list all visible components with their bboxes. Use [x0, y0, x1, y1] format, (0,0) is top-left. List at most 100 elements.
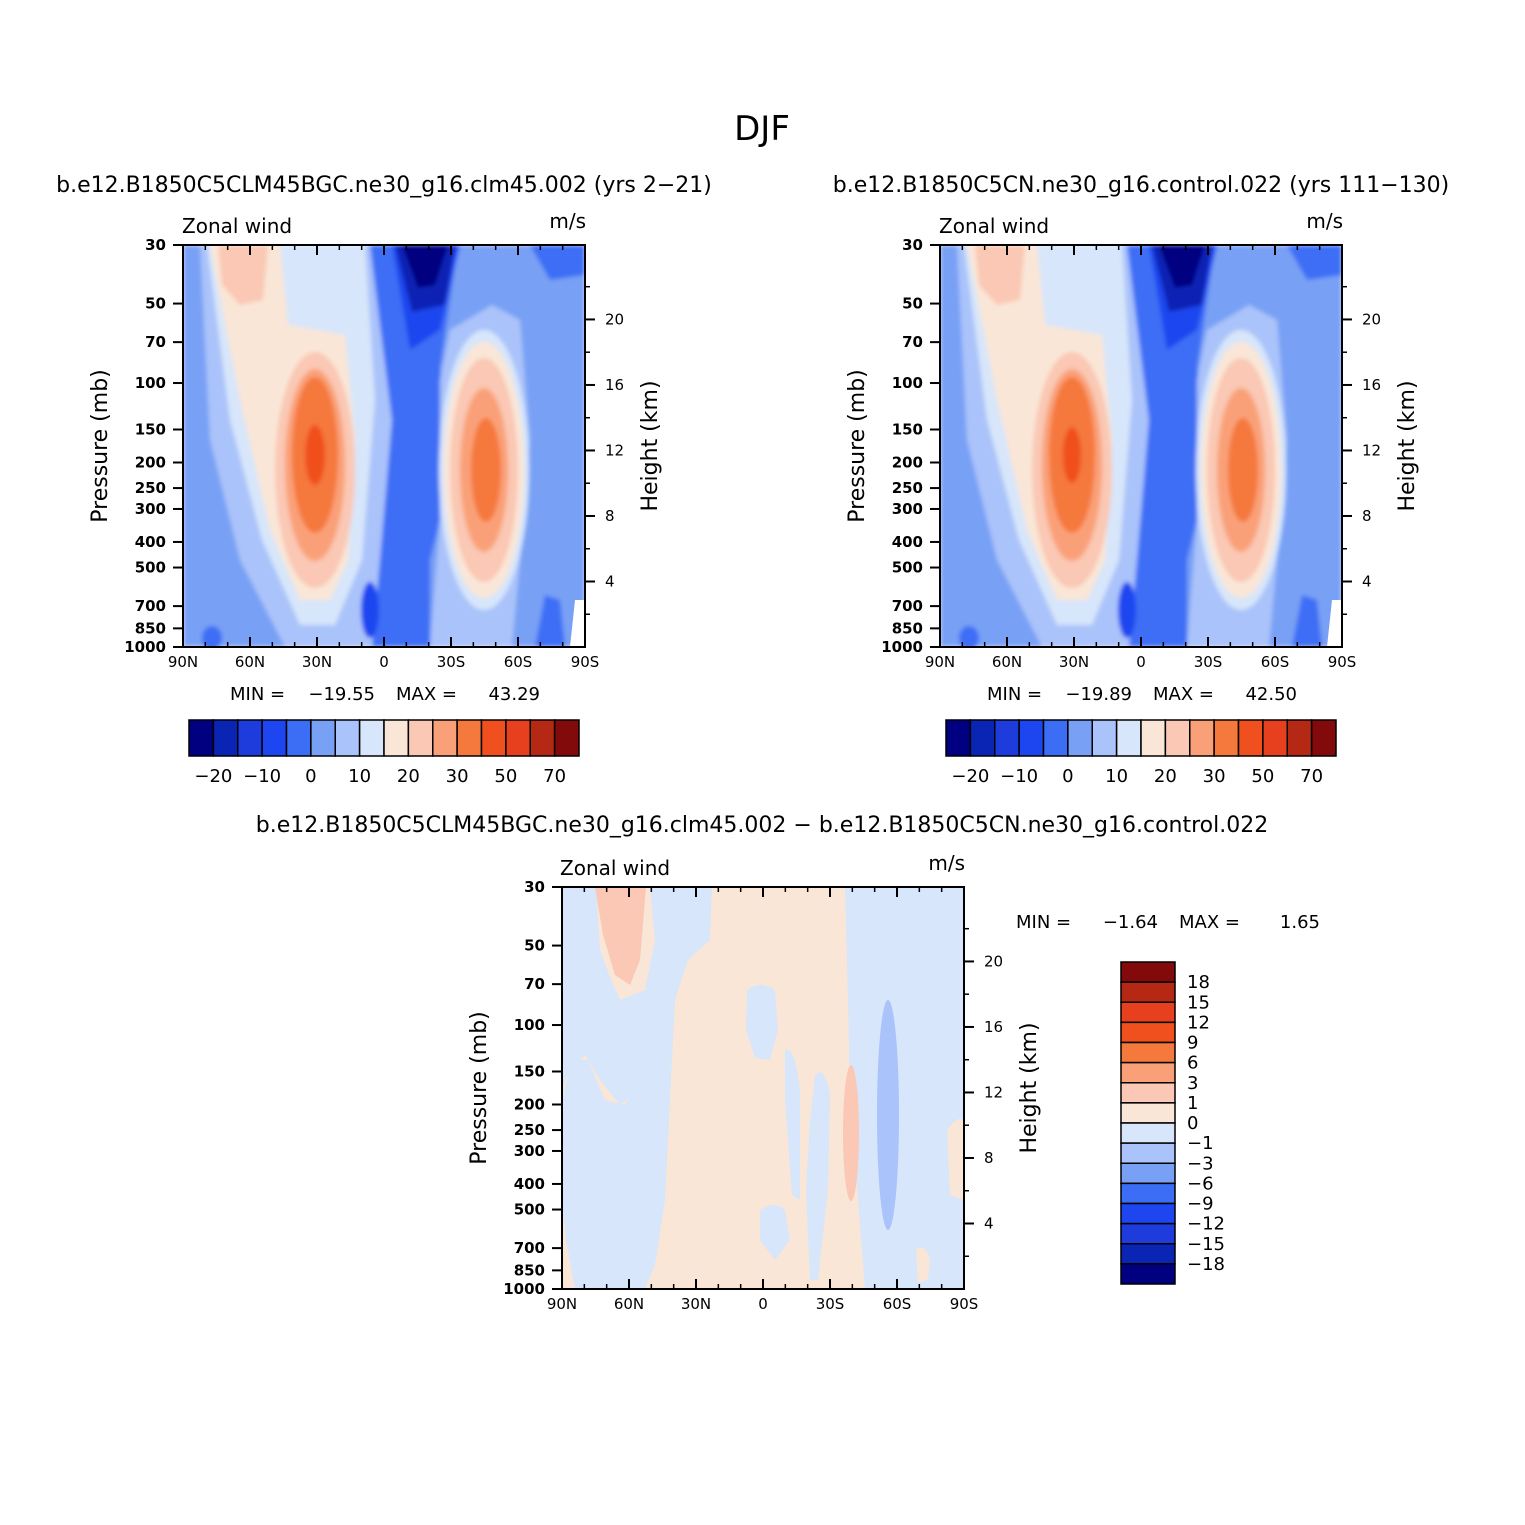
- colorbar-swatch: [1120, 1021, 1176, 1044]
- colorbar-swatch: [994, 719, 1020, 757]
- colorbar-label: 20: [397, 766, 420, 787]
- height-tick-label: 12: [1362, 441, 1381, 459]
- x-tick-label: 0: [758, 1295, 768, 1313]
- colorbar-label: 10: [1105, 766, 1128, 787]
- colorbar-label: 50: [494, 766, 517, 787]
- colorbar-swatch: [1115, 719, 1142, 757]
- colorbar-swatch: [1262, 719, 1288, 757]
- colorbar-swatch: [1120, 1243, 1176, 1265]
- colorbar-swatch: [1018, 719, 1045, 757]
- x-tick-label: 30S: [1194, 653, 1223, 671]
- units-label-bottom: m/s: [928, 851, 965, 875]
- colorbar-swatch: [553, 719, 580, 757]
- colorbar-swatch: [1164, 719, 1191, 757]
- y-tick-label: 30: [902, 236, 923, 254]
- y-tick-label: 250: [135, 479, 166, 497]
- colorbar-label: −15: [1187, 1234, 1225, 1255]
- y-tick-label: 150: [514, 1063, 545, 1081]
- contour-field-top-right: [940, 245, 1342, 647]
- x-tick-label: 60N: [235, 653, 265, 671]
- y-tick-label: 50: [145, 295, 166, 313]
- x-tick-label: 90N: [925, 653, 955, 671]
- max-value-bottom: 1.65: [1280, 912, 1320, 933]
- panel-bottom-diff: 90N 60N 30N 0 30S 60S 90S305070100150200250300…: [467, 851, 1320, 1313]
- colorbar-swatch: [1120, 981, 1176, 1003]
- colorbar-label: −10: [243, 766, 281, 787]
- figure-title: DJF: [734, 109, 790, 149]
- x-tick-label: 30S: [816, 1295, 845, 1313]
- min-value-top-left: −19.55: [308, 684, 375, 705]
- min-label-top-left: MIN =: [230, 684, 285, 705]
- colorbar-swatch: [1237, 719, 1264, 757]
- colorbar-swatch: [334, 719, 361, 757]
- panel-title-bottom: b.e12.B1850C5CLM45BGC.ne30_g16.clm45.002…: [256, 813, 1268, 838]
- y2-axis-title-top-left: Height (km): [638, 380, 663, 511]
- y-tick-label: 70: [145, 333, 166, 351]
- colorbar-label: −6: [1187, 1173, 1214, 1194]
- colorbar-swatch: [969, 719, 996, 757]
- colorbar-label: 1: [1187, 1093, 1198, 1114]
- y-axis-title-top-right: Pressure (mb): [845, 369, 870, 523]
- colorbar-swatch: [1120, 1222, 1176, 1245]
- max-label-top-left: MAX =: [396, 684, 457, 705]
- colorbar-swatch: [1091, 719, 1118, 757]
- colorbar-label: 50: [1251, 766, 1274, 787]
- colorbar-swatch: [1120, 1001, 1176, 1024]
- min-value-bottom: −1.64: [1103, 912, 1158, 933]
- colorbar-swatch: [1140, 719, 1167, 757]
- colorbar-label: −1: [1187, 1133, 1214, 1154]
- contour-field-bottom: [562, 887, 964, 1289]
- colorbar-swatch: [383, 719, 410, 757]
- colorbar-swatch: [505, 719, 531, 757]
- colorbar-swatch: [1120, 1082, 1176, 1104]
- colorbar-swatch: [358, 719, 385, 757]
- y-tick-label: 300: [892, 500, 923, 518]
- colorbar-swatch: [237, 719, 263, 757]
- y-tick-label: 70: [524, 975, 545, 993]
- y-tick-label: 200: [135, 453, 166, 471]
- colorbar-swatch: [1120, 1122, 1176, 1144]
- y-tick-label: 1000: [124, 638, 166, 656]
- x-tick-label: 30N: [1059, 653, 1089, 671]
- colorbar-swatch: [1120, 1041, 1176, 1064]
- x-tick-label: 30S: [437, 653, 466, 671]
- height-tick-label: 20: [1362, 310, 1381, 328]
- panel-title-top-right: b.e12.B1850C5CN.ne30_g16.control.022 (yr…: [833, 173, 1450, 198]
- colorbar-label: 3: [1187, 1073, 1198, 1094]
- y-tick-label: 500: [135, 559, 166, 577]
- colorbar-swatch: [432, 719, 458, 757]
- y-tick-label: 150: [135, 421, 166, 439]
- height-tick-label: 4: [1362, 572, 1372, 590]
- colorbar-label: −18: [1187, 1254, 1225, 1275]
- x-tick-label: 0: [379, 653, 389, 671]
- y-tick-label: 250: [514, 1121, 545, 1139]
- colorbar-label: 0: [1062, 766, 1073, 787]
- y-tick-label: 150: [892, 421, 923, 439]
- x-tick-label: 60S: [504, 653, 533, 671]
- y-tick-label: 500: [892, 559, 923, 577]
- x-tick-label: 60S: [883, 1295, 912, 1313]
- y-tick-label: 500: [514, 1201, 545, 1219]
- panel-top-left: 90N 60N 30N 0 30S 60S 90S305070100150200250300…: [88, 209, 663, 787]
- y-tick-label: 400: [514, 1175, 545, 1193]
- max-value-top-left: 43.29: [488, 684, 540, 705]
- height-tick-label: 8: [984, 1149, 994, 1167]
- colorbar-label: 18: [1187, 972, 1210, 993]
- y-tick-label: 300: [514, 1142, 545, 1160]
- x-tick-label: 60N: [992, 653, 1022, 671]
- colorbar-swatch: [1189, 719, 1215, 757]
- colorbar-swatch: [1213, 719, 1240, 757]
- y-axis-title-top-left: Pressure (mb): [88, 369, 113, 523]
- colorbar-swatch: [1120, 1202, 1176, 1225]
- colorbar-label: 0: [305, 766, 316, 787]
- colorbar-swatch: [188, 719, 215, 757]
- height-tick-label: 8: [605, 507, 615, 525]
- max-label-bottom: MAX =: [1179, 912, 1240, 933]
- x-tick-label: 90S: [950, 1295, 979, 1313]
- colorbar-swatch: [1120, 1263, 1176, 1285]
- x-tick-label: 0: [1136, 653, 1146, 671]
- panel-title-top-left: b.e12.B1850C5CLM45BGC.ne30_g16.clm45.002…: [56, 173, 712, 198]
- colorbar-swatch: [1067, 719, 1093, 757]
